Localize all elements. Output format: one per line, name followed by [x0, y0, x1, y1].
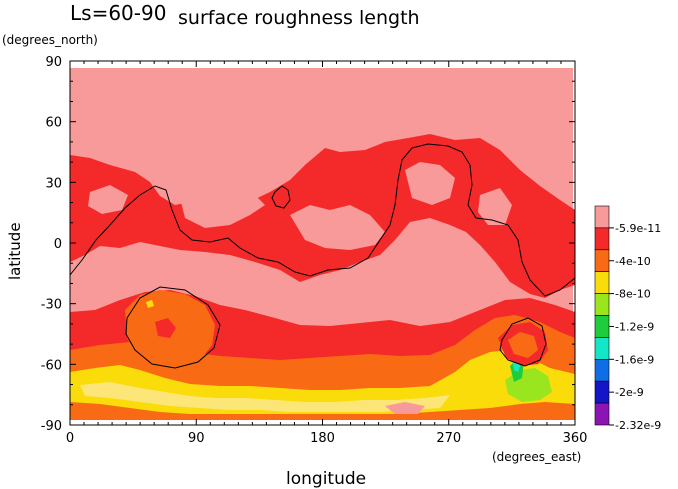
x-tick-label: 360: [563, 431, 588, 446]
y-tick-label: -30: [41, 298, 62, 313]
y-axis-label: latitude: [6, 222, 24, 280]
level-orange-argyre-core: [508, 332, 538, 358]
colorbar-swatch: [594, 293, 610, 316]
colorbar-swatch: [594, 358, 610, 382]
level-yellow-crater-dot: [146, 300, 154, 308]
level-pink-bottom-patch: [385, 402, 425, 414]
colorbar-swatch: [594, 205, 610, 229]
colorbar-label: -2.32e-9: [615, 419, 661, 432]
level-lightyellow-patch: [80, 382, 450, 412]
y-tick-label: 30: [45, 176, 62, 191]
colorbar-swatch: [594, 249, 610, 273]
x-axis-label: longitude: [286, 469, 366, 489]
y-tick-label: 60: [45, 116, 62, 131]
colorbar-swatch: [594, 402, 610, 426]
x-tick-label: 270: [436, 431, 461, 446]
x-unit-label: (degrees_east): [492, 450, 581, 464]
level-orange-bottom: [70, 402, 575, 420]
colorbar-swatch: [594, 271, 610, 294]
y-tick-label: 90: [45, 55, 62, 70]
colorbar-label: -4e-10: [615, 255, 651, 268]
y-axis-ticks: -90 -60 -30 0 30 60 90: [41, 55, 575, 434]
y-unit-label: (degrees_north): [2, 33, 98, 47]
colorbar-label: -2e-9: [615, 386, 644, 399]
y-tick-label: -90: [41, 419, 62, 434]
topography-contour-line: [70, 143, 575, 297]
level-pink-island-2: [290, 205, 385, 250]
elysium-contour-line: [271, 185, 291, 209]
colorbar-label: -5.9e-11: [615, 222, 661, 235]
argyre-contour-line: [499, 317, 547, 367]
contour-fills: [70, 61, 575, 425]
hellas-contour-line: [125, 286, 221, 369]
level-pink-island-3: [405, 162, 455, 205]
level-red-crater-spot: [155, 318, 176, 338]
level-pink-island-4: [88, 185, 128, 214]
level-pink-island-1: [178, 182, 265, 228]
colorbar: -5.9e-11 -4e-10 -8e-10 -1.2e-9 -1.6e-9 -2e-9 -…: [594, 205, 661, 432]
x-tick-label: 90: [188, 431, 205, 446]
colorbar-label: -1.6e-9: [615, 353, 654, 366]
y-tick-label: 0: [54, 237, 62, 252]
x-axis-ticks: 0 90 180 270 360: [66, 61, 588, 446]
x-tick-label: 180: [310, 431, 335, 446]
colorbar-swatch: [594, 380, 610, 404]
x-tick-label: 0: [66, 431, 74, 446]
season-label: Ls=60-90: [70, 1, 166, 25]
level-pink-tongue: [70, 262, 490, 320]
colorbar-label: -8e-10: [615, 288, 651, 301]
chart-title: surface roughness length: [178, 7, 420, 29]
colorbar-swatch: [594, 227, 610, 251]
colorbar-swatch: [594, 337, 610, 360]
colorbar-swatch: [594, 315, 610, 338]
level-pink-island-5: [478, 188, 512, 225]
colorbar-label: -1.2e-9: [615, 320, 654, 333]
y-tick-label: -60: [41, 358, 62, 373]
